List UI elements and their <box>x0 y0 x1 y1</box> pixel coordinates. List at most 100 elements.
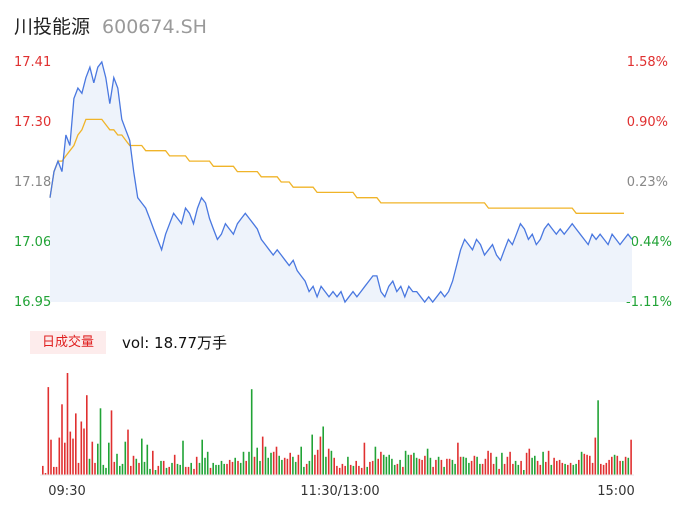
volume-bar <box>355 460 357 475</box>
price-tick-2: 17.30 <box>14 115 51 130</box>
volume-bar <box>388 454 390 475</box>
volume-bar <box>272 451 275 475</box>
volume-bar <box>523 470 525 475</box>
volume-bar <box>608 459 610 475</box>
volume-bar <box>630 439 632 475</box>
volume-bar <box>457 442 459 475</box>
pct-tick-4: -0.44% <box>626 235 672 250</box>
volume-bar <box>42 465 44 475</box>
volume-bar <box>371 460 374 475</box>
volume-bar <box>132 455 135 475</box>
volume-bar <box>198 462 201 475</box>
price-tick-3: 17.18 <box>14 175 51 190</box>
volume-bar <box>341 463 344 475</box>
volume-bar <box>294 461 297 475</box>
volume-bar <box>344 465 346 475</box>
volume-bar <box>520 460 522 475</box>
volume-bar <box>86 395 88 475</box>
volume-bar <box>611 456 613 475</box>
volume-bar <box>75 413 77 475</box>
volume-bar <box>443 466 445 475</box>
volume-badge[interactable]: 日成交量 <box>30 331 107 354</box>
volume-bar <box>239 462 242 475</box>
volume-bar <box>468 462 470 475</box>
volume-bar <box>360 467 363 475</box>
volume-bar <box>495 456 498 475</box>
volume-bar <box>297 454 300 475</box>
volume-bar <box>536 460 539 475</box>
volume-bar <box>127 429 129 475</box>
volume-bar <box>55 466 58 475</box>
volume-bar <box>506 456 509 475</box>
volume-bar <box>267 457 269 475</box>
volume-bar <box>624 456 627 475</box>
volume-bar <box>83 428 85 475</box>
price-tick-1: 17.41 <box>14 55 51 70</box>
price-line <box>49 60 633 304</box>
volume-bar <box>622 460 624 475</box>
volume-bar <box>558 459 561 475</box>
volume-bar <box>358 465 360 475</box>
volume-bar <box>270 452 272 475</box>
volume-bar <box>451 459 454 475</box>
volume-bar <box>209 467 212 475</box>
volume-bar <box>97 443 99 475</box>
volume-bar <box>534 455 536 475</box>
volume-bar <box>374 446 377 475</box>
volume-bar <box>130 465 132 475</box>
volume-bar <box>168 466 170 475</box>
volume-bar <box>605 462 608 475</box>
volume-bar <box>410 454 412 475</box>
volume-bar <box>264 446 267 475</box>
stock-name: 川投能源 <box>14 16 91 38</box>
volume-bar <box>336 465 338 475</box>
volume-bar <box>503 463 506 475</box>
volume-bar <box>289 452 291 475</box>
volume-bar <box>435 459 437 475</box>
volume-bar <box>72 438 74 475</box>
volume-bar <box>490 452 492 475</box>
volume-bar <box>102 464 105 475</box>
volume-bar <box>594 437 597 475</box>
volume-bar <box>171 462 173 475</box>
volume-bar <box>176 463 179 475</box>
volume-bar <box>201 439 203 475</box>
volume-bar <box>242 451 245 475</box>
volume-bar <box>154 470 157 475</box>
volume-bar <box>314 454 316 475</box>
volume-bar <box>278 455 280 475</box>
volume-bar <box>160 460 162 475</box>
volume-bar <box>564 463 566 475</box>
volume-bar <box>578 459 580 475</box>
volume-bar <box>407 454 410 475</box>
volume-bar <box>182 440 184 475</box>
volume-bar <box>553 457 555 475</box>
volume-bar <box>121 463 124 475</box>
volume-bar <box>363 442 366 475</box>
volume-bar <box>382 454 385 475</box>
volume-bar <box>220 460 223 475</box>
volume-bar <box>135 458 138 475</box>
volume-bar <box>165 467 168 475</box>
volume-bar <box>223 463 225 475</box>
volume-bar <box>366 466 368 475</box>
volume-total: vol: 18.77万手 <box>122 334 228 352</box>
volume-bar <box>602 464 605 475</box>
volume-bar <box>396 463 399 475</box>
volume-bar <box>377 458 379 475</box>
volume-bar <box>237 460 239 475</box>
volume-bar <box>119 465 121 475</box>
volume-bar <box>561 462 564 475</box>
volume-bar <box>597 400 599 475</box>
volume-bar <box>281 459 283 475</box>
volume-bar <box>77 462 80 475</box>
volume-bar <box>80 421 83 475</box>
volume-bar <box>498 468 500 475</box>
volume-bar <box>58 437 61 475</box>
volume-bar <box>322 426 324 475</box>
price-tick-5: 16.95 <box>14 295 51 310</box>
volume-bar <box>481 463 484 475</box>
volume-bar <box>459 456 462 475</box>
volume-bar <box>509 451 511 475</box>
